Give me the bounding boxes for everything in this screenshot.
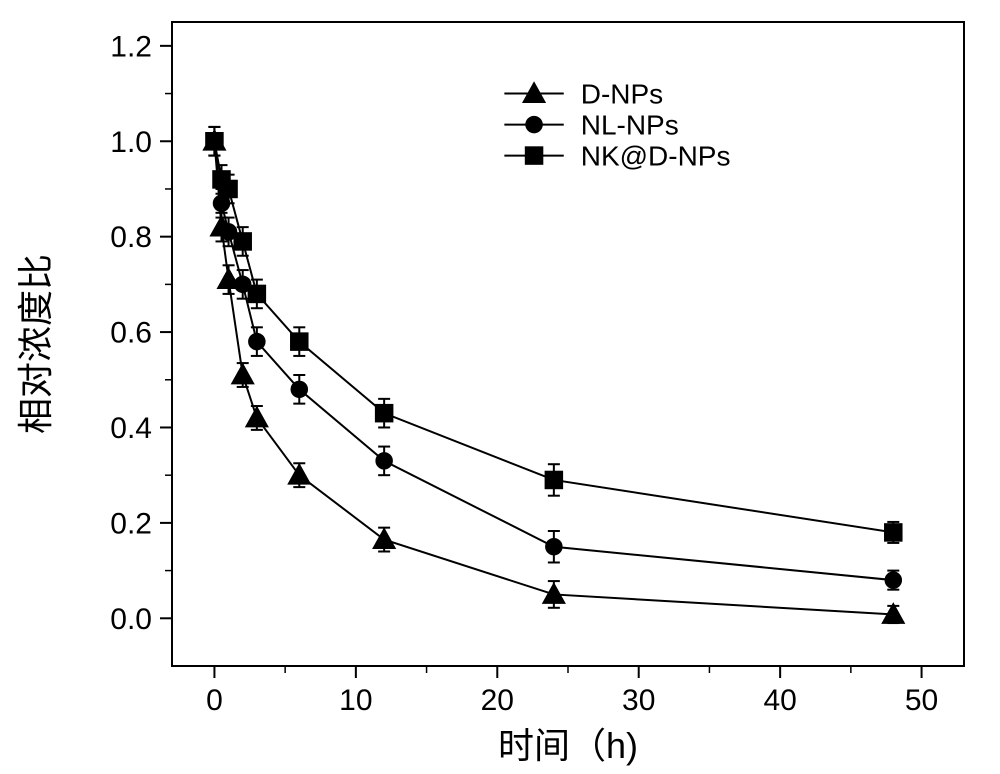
x-tick-label: 20 <box>481 684 514 717</box>
y-tick-label: 0.8 <box>110 221 152 254</box>
series-nk_d_nps <box>206 127 902 543</box>
legend-label: NL-NPs <box>581 109 679 140</box>
y-axis-title: 相对浓度比 <box>15 254 56 434</box>
x-tick-label: 10 <box>339 684 372 717</box>
y-tick-label: 0.6 <box>110 317 152 350</box>
x-tick-label: 30 <box>622 684 655 717</box>
y-tick-label: 0.0 <box>110 603 152 636</box>
legend-item-nk_d_nps: NK@D-NPs <box>504 140 730 171</box>
x-tick-label: 40 <box>763 684 796 717</box>
legend-label: D-NPs <box>581 78 663 109</box>
legend-label: NK@D-NPs <box>581 140 731 171</box>
y-tick-label: 1.0 <box>110 126 152 159</box>
x-tick-label: 50 <box>905 684 938 717</box>
y-tick-label: 1.2 <box>110 30 152 63</box>
y-tick-label: 0.4 <box>110 412 152 445</box>
legend-item-nl_nps: NL-NPs <box>504 109 678 140</box>
line-chart: 0 10 20 30 40 50 0.0 0.2 0.4 0.6 0.8 1.0 1.2 时间（h) 相对浓… <box>0 0 1000 774</box>
x-tick-label: 0 <box>206 684 223 717</box>
series-nl_nps <box>206 127 901 590</box>
x-axis-title: 时间（h) <box>498 725 638 766</box>
y-tick-label: 0.2 <box>110 507 152 540</box>
legend-item-d_nps: D-NPs <box>504 78 663 109</box>
